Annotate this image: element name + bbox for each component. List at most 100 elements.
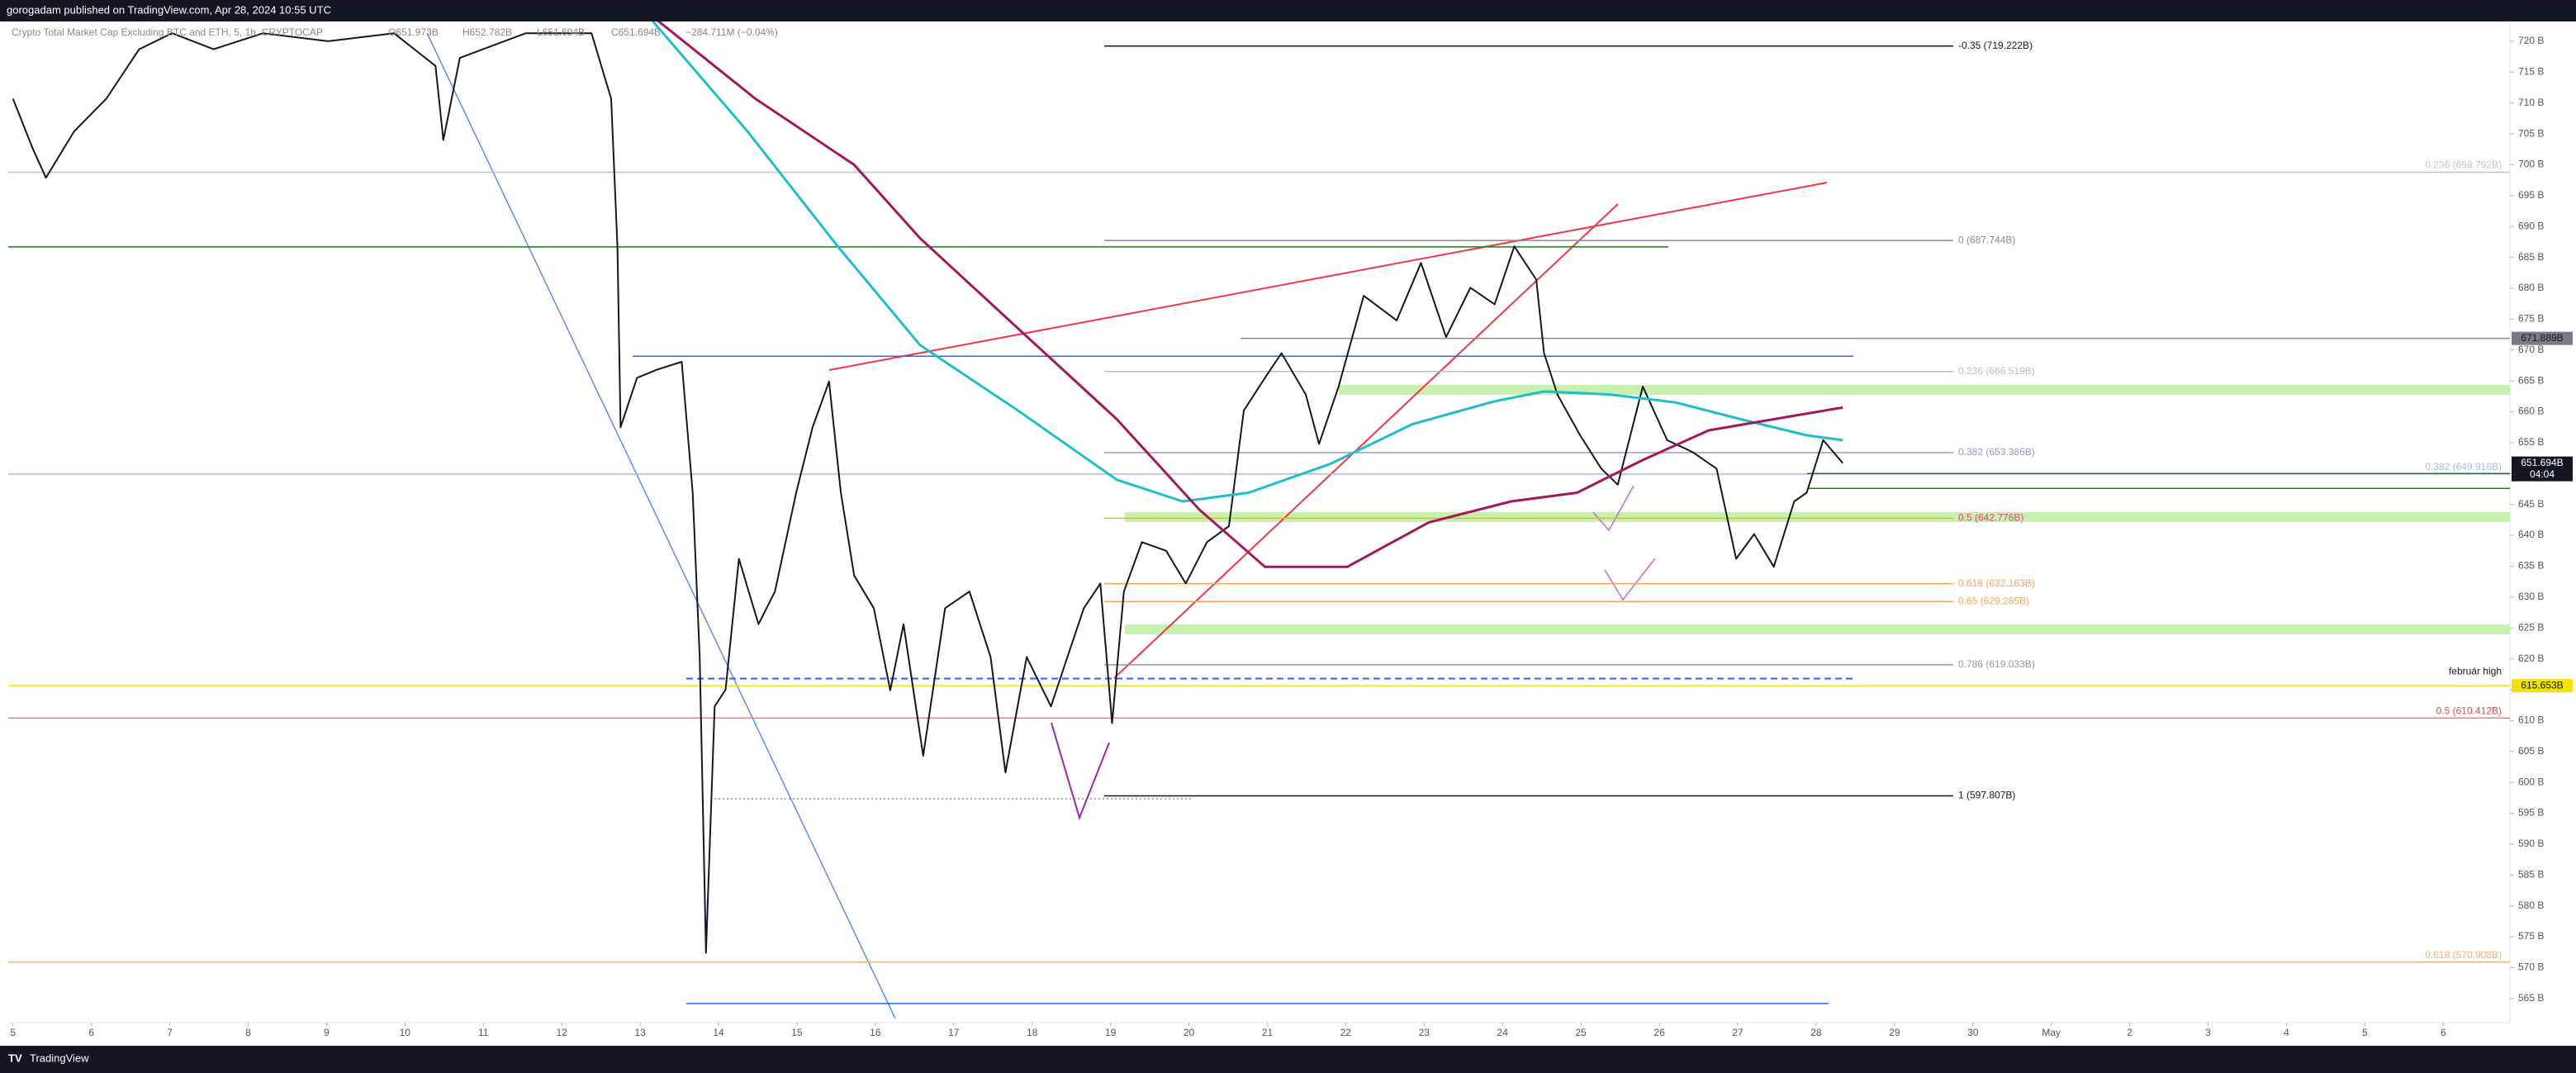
y-tick-label: 720 B	[2518, 35, 2544, 46]
y-tick-label: 715 B	[2518, 65, 2544, 77]
x-tick-label: 28	[1810, 1027, 1822, 1038]
series-line	[657, 21, 1843, 568]
x-tick-label: 11	[478, 1027, 489, 1038]
x-tick-label: 27	[1732, 1027, 1743, 1038]
x-tick-label: 14	[713, 1027, 724, 1038]
x-tick-label: 9	[324, 1027, 330, 1038]
y-tick-label: 680 B	[2518, 282, 2544, 293]
x-tick-label: 30	[1967, 1027, 1979, 1038]
price-tag	[2512, 679, 2573, 693]
level-label: 0.236 (698.792B)	[2425, 159, 2502, 171]
legend-value: C651.694B	[611, 26, 661, 38]
path-arrow	[1051, 722, 1110, 821]
level-label: 0.5 (610.412B)	[2436, 705, 2502, 716]
path-arrow	[1604, 558, 1656, 601]
series-line	[12, 32, 1843, 954]
x-tick-label: 24	[1497, 1027, 1509, 1038]
path-arrow	[1592, 485, 1634, 532]
trendline	[1113, 203, 1619, 679]
x-tick-label: 19	[1105, 1027, 1117, 1038]
y-tick-label: 575 B	[2518, 930, 2544, 942]
header-title: gorogadam published on TradingView.com, …	[7, 3, 331, 16]
level-label: 0.618 (632.163B)	[1958, 577, 2035, 589]
x-tick-label: 12	[556, 1027, 567, 1038]
y-tick-label: 625 B	[2518, 621, 2544, 633]
x-tick-label: 7	[167, 1027, 173, 1038]
y-tick-label: 585 B	[2518, 868, 2544, 880]
y-tick-label: 710 B	[2518, 97, 2544, 108]
footer-brand: TradingView	[30, 1052, 89, 1064]
x-tick-label: 17	[948, 1027, 960, 1038]
level-label: 0.5 (642.776B)	[1958, 511, 2023, 523]
series-line	[651, 21, 1843, 503]
y-tick-label: 645 B	[2518, 498, 2544, 510]
y-tick-label: 705 B	[2518, 127, 2544, 139]
legend-symbol: Crypto Total Market Cap Excluding BTC an…	[12, 26, 323, 38]
x-tick-label: 25	[1575, 1027, 1587, 1038]
plot-area	[8, 21, 2510, 1019]
level-label: február high	[2449, 666, 2502, 677]
y-tick-label: 665 B	[2518, 374, 2544, 386]
x-tick-label: 26	[1653, 1027, 1665, 1038]
level-label: 1 (597.807B)	[1958, 790, 2015, 801]
y-tick-label: 620 B	[2518, 653, 2544, 664]
y-tick-label: 660 B	[2518, 406, 2544, 417]
price-tag	[2512, 456, 2573, 482]
x-tick-label: 5	[2362, 1027, 2368, 1038]
y-tick-label: 630 B	[2518, 591, 2544, 602]
x-tick-label: 21	[1262, 1027, 1274, 1038]
y-tick-label: 675 B	[2518, 313, 2544, 325]
legend-value: O651.973B	[388, 26, 439, 38]
trendline	[828, 182, 1828, 371]
x-tick-label: 2	[2127, 1027, 2132, 1038]
trendline	[426, 32, 896, 1019]
x-tick-label: 15	[791, 1027, 803, 1038]
x-tick-label: 16	[870, 1027, 881, 1038]
zone-band	[1125, 624, 2510, 634]
level-label: -0.35 (719.222B)	[1958, 40, 2033, 51]
level-label: 0.786 (619.033B)	[1958, 658, 2035, 670]
level-label: 0 (687.744B)	[1958, 234, 2015, 245]
y-tick-label: 600 B	[2518, 776, 2544, 787]
x-tick-label: 4	[2284, 1027, 2289, 1038]
y-tick-label: 640 B	[2518, 529, 2544, 540]
x-tick-label: 18	[1027, 1027, 1038, 1038]
price-tag	[2512, 331, 2573, 345]
x-tick-label: 3	[2205, 1027, 2211, 1038]
y-tick-label: 610 B	[2518, 715, 2544, 726]
y-tick-label: 605 B	[2518, 745, 2544, 757]
y-tick-label: 580 B	[2518, 900, 2544, 911]
y-tick-label: 635 B	[2518, 560, 2544, 572]
x-tick-label: 22	[1340, 1027, 1352, 1038]
header-bar	[0, 0, 2576, 21]
y-tick-label: 595 B	[2518, 807, 2544, 819]
footer-logo: TV	[8, 1052, 22, 1064]
x-tick-label: 5	[10, 1027, 16, 1038]
footer-bar	[0, 1046, 2576, 1073]
legend-value: L651.694B	[537, 26, 585, 38]
y-tick-label: 695 B	[2518, 189, 2544, 201]
level-label: 0.618 (570.908B)	[2425, 949, 2502, 961]
x-tick-label: 6	[88, 1027, 94, 1038]
legend-value: −284.711M (−0.04%)	[686, 26, 778, 38]
price-tag-label: 651.694B	[2521, 457, 2563, 468]
x-tick-label: 6	[2441, 1027, 2446, 1038]
legend: Crypto Total Market Cap Excluding BTC an…	[12, 26, 778, 38]
y-tick-label: 655 B	[2518, 436, 2544, 448]
level-label: 0.382 (653.386B)	[1958, 446, 2035, 458]
y-tick-label: 690 B	[2518, 220, 2544, 231]
x-tick-label: 13	[634, 1027, 646, 1038]
price-tag-label: 615.653B	[2521, 679, 2563, 691]
x-tick-label: 10	[400, 1027, 411, 1038]
zone-band	[1125, 512, 2510, 522]
level-label: 0.382 (649.916B)	[2425, 461, 2502, 472]
legend-value: H652.782B	[463, 26, 512, 38]
x-tick-label: 23	[1419, 1027, 1430, 1038]
y-tick-label: 700 B	[2518, 159, 2544, 170]
y-tick-label: 590 B	[2518, 838, 2544, 849]
level-label: 0.236 (666.519B)	[1958, 365, 2035, 377]
x-tick-label: 8	[245, 1027, 251, 1038]
price-tag-label: 671.889B	[2521, 332, 2563, 344]
